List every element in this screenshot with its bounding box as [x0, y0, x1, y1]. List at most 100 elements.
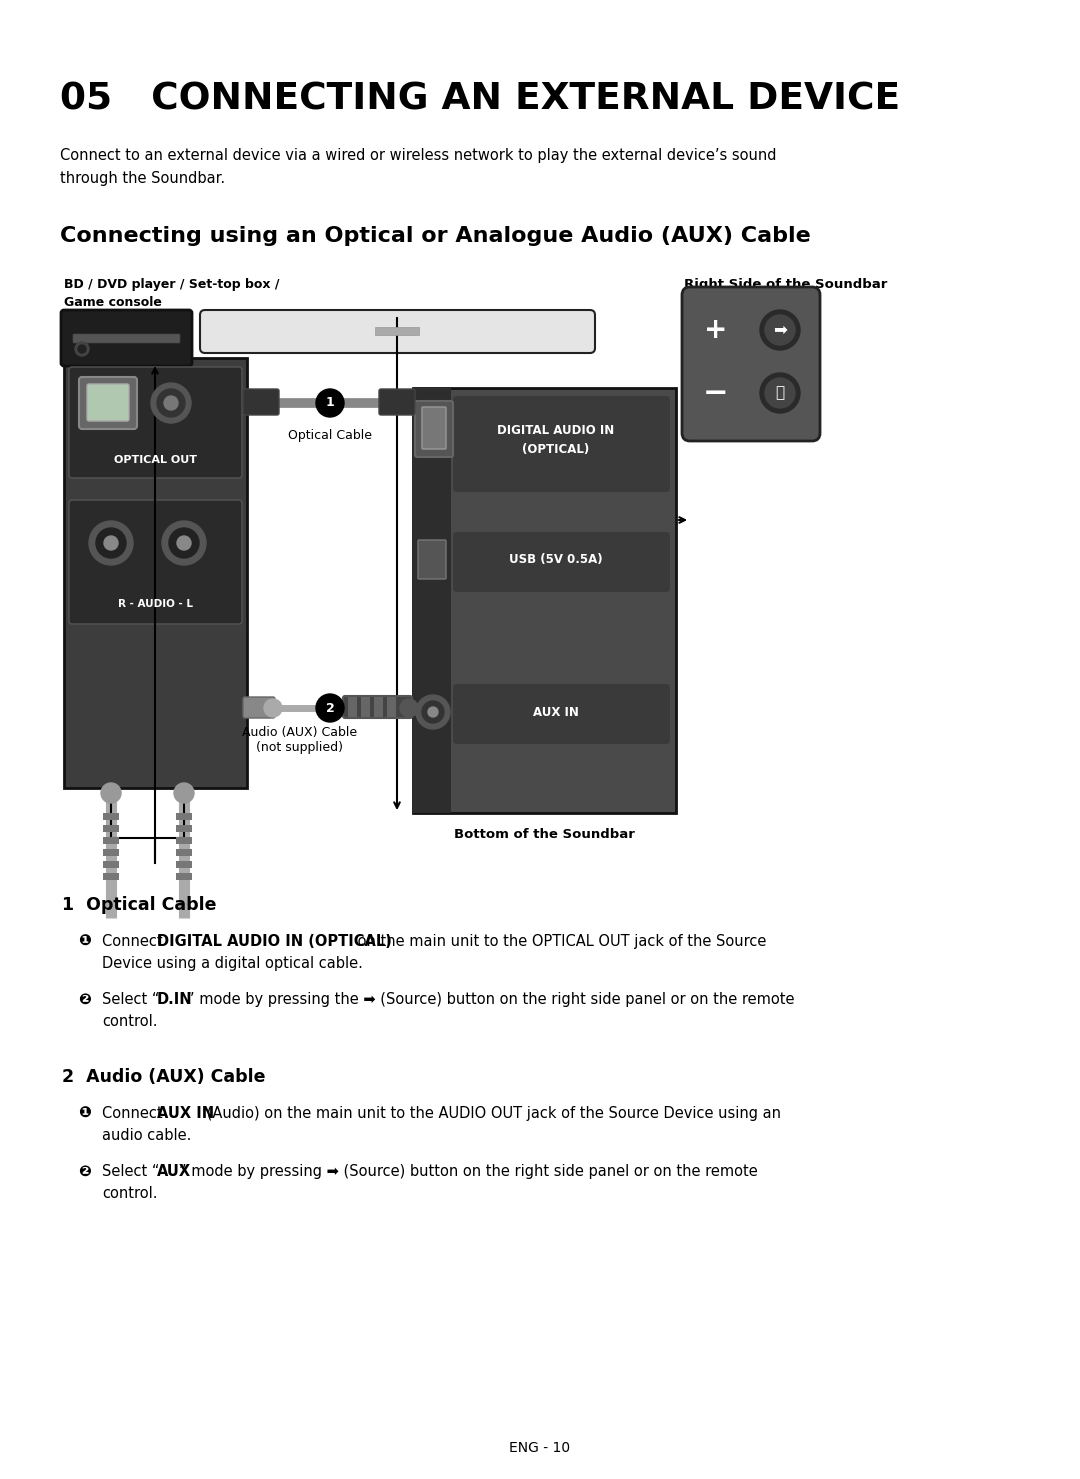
Text: 1  Optical Cable: 1 Optical Cable: [62, 896, 216, 914]
Text: on the main unit to the OPTICAL OUT jack of the Source: on the main unit to the OPTICAL OUT jack…: [353, 935, 767, 950]
Text: OPTICAL OUT: OPTICAL OUT: [113, 456, 197, 464]
Text: (not supplied): (not supplied): [257, 741, 343, 754]
Circle shape: [416, 695, 450, 729]
Text: control.: control.: [102, 1186, 158, 1201]
FancyBboxPatch shape: [200, 311, 595, 353]
Bar: [64, 358, 247, 788]
Text: ⏻: ⏻: [775, 386, 784, 401]
FancyBboxPatch shape: [69, 367, 242, 478]
Circle shape: [96, 528, 126, 558]
Bar: [103, 837, 119, 845]
Text: Connecting using an Optical or Analogue Audio (AUX) Cable: Connecting using an Optical or Analogue …: [60, 226, 811, 246]
Text: R - AUDIO - L: R - AUDIO - L: [118, 599, 192, 609]
FancyBboxPatch shape: [453, 683, 670, 744]
Text: +: +: [704, 317, 728, 345]
Bar: [176, 813, 192, 819]
Bar: [413, 387, 451, 813]
Text: ” mode by pressing ➡ (Source) button on the right side panel or on the remote: ” mode by pressing ➡ (Source) button on …: [179, 1164, 758, 1179]
Text: Optical Cable: Optical Cable: [288, 429, 372, 442]
Text: Select “: Select “: [102, 992, 160, 1007]
Bar: [176, 825, 192, 833]
Circle shape: [177, 535, 191, 550]
Text: Bottom of the Soundbar: Bottom of the Soundbar: [454, 828, 634, 842]
Circle shape: [760, 373, 800, 413]
Bar: [375, 327, 419, 336]
Bar: [103, 861, 119, 868]
FancyBboxPatch shape: [453, 532, 670, 592]
Text: Right Side of the Soundbar: Right Side of the Soundbar: [684, 278, 888, 291]
Bar: [361, 697, 370, 717]
Text: control.: control.: [102, 1015, 158, 1029]
Bar: [176, 849, 192, 856]
Text: AUX IN: AUX IN: [534, 705, 579, 719]
Circle shape: [428, 707, 438, 717]
Text: ❶: ❶: [78, 935, 91, 950]
Text: ❷: ❷: [78, 1164, 91, 1179]
Text: ENG - 10: ENG - 10: [510, 1441, 570, 1455]
Text: Connect to an external device via a wired or wireless network to play the extern: Connect to an external device via a wire…: [60, 148, 777, 186]
FancyBboxPatch shape: [243, 697, 275, 717]
Circle shape: [151, 383, 191, 423]
Text: ” mode by pressing the ➡ (Source) button on the right side panel or on the remot: ” mode by pressing the ➡ (Source) button…: [187, 992, 795, 1007]
Text: audio cable.: audio cable.: [102, 1128, 191, 1143]
FancyBboxPatch shape: [69, 500, 242, 624]
Text: 2: 2: [326, 701, 335, 714]
Bar: [374, 697, 383, 717]
Bar: [103, 813, 119, 819]
Text: AUX: AUX: [157, 1164, 191, 1179]
Text: ❶: ❶: [78, 1106, 91, 1121]
Circle shape: [78, 345, 86, 353]
FancyBboxPatch shape: [379, 389, 415, 416]
Text: Connect: Connect: [102, 935, 167, 950]
Text: 1: 1: [326, 396, 335, 410]
Text: DIGITAL AUDIO IN
(OPTICAL): DIGITAL AUDIO IN (OPTICAL): [498, 424, 615, 456]
Bar: [348, 697, 357, 717]
Text: 2  Audio (AUX) Cable: 2 Audio (AUX) Cable: [62, 1068, 266, 1086]
Text: Game console: Game console: [64, 296, 162, 309]
Circle shape: [765, 315, 795, 345]
FancyBboxPatch shape: [418, 540, 446, 578]
FancyBboxPatch shape: [243, 389, 279, 416]
Text: Connect: Connect: [102, 1106, 167, 1121]
Circle shape: [162, 521, 206, 565]
Text: (Audio) on the main unit to the AUDIO OUT jack of the Source Device using an: (Audio) on the main unit to the AUDIO OU…: [202, 1106, 781, 1121]
Circle shape: [168, 528, 199, 558]
FancyBboxPatch shape: [415, 401, 453, 457]
Circle shape: [102, 782, 121, 803]
FancyBboxPatch shape: [453, 396, 670, 493]
FancyBboxPatch shape: [87, 385, 129, 422]
Circle shape: [164, 396, 178, 410]
Circle shape: [75, 342, 89, 356]
Circle shape: [760, 311, 800, 351]
Bar: [176, 861, 192, 868]
Bar: [176, 873, 192, 880]
FancyBboxPatch shape: [73, 334, 180, 343]
Circle shape: [264, 700, 282, 717]
Text: AUX IN: AUX IN: [157, 1106, 214, 1121]
Text: ❷: ❷: [78, 992, 91, 1007]
Bar: [176, 837, 192, 845]
Text: BD / DVD player / Set-top box /: BD / DVD player / Set-top box /: [64, 278, 280, 291]
Bar: [387, 697, 396, 717]
Bar: [103, 873, 119, 880]
Circle shape: [422, 701, 444, 723]
FancyBboxPatch shape: [422, 407, 446, 450]
Text: Select “: Select “: [102, 1164, 160, 1179]
Text: DIGITAL AUDIO IN (OPTICAL): DIGITAL AUDIO IN (OPTICAL): [157, 935, 391, 950]
FancyBboxPatch shape: [681, 287, 820, 441]
Bar: [103, 849, 119, 856]
Text: USB (5V 0.5A): USB (5V 0.5A): [509, 553, 603, 566]
Circle shape: [89, 521, 133, 565]
Circle shape: [765, 379, 795, 408]
Circle shape: [400, 700, 418, 717]
Text: Device using a digital optical cable.: Device using a digital optical cable.: [102, 955, 363, 972]
Circle shape: [316, 389, 345, 417]
Text: 05   CONNECTING AN EXTERNAL DEVICE: 05 CONNECTING AN EXTERNAL DEVICE: [60, 81, 900, 118]
Circle shape: [157, 389, 185, 417]
Text: Audio (AUX) Cable: Audio (AUX) Cable: [242, 726, 357, 740]
Text: −: −: [703, 379, 729, 408]
Bar: [103, 825, 119, 833]
Circle shape: [104, 535, 118, 550]
FancyBboxPatch shape: [343, 697, 411, 717]
FancyBboxPatch shape: [60, 311, 192, 365]
